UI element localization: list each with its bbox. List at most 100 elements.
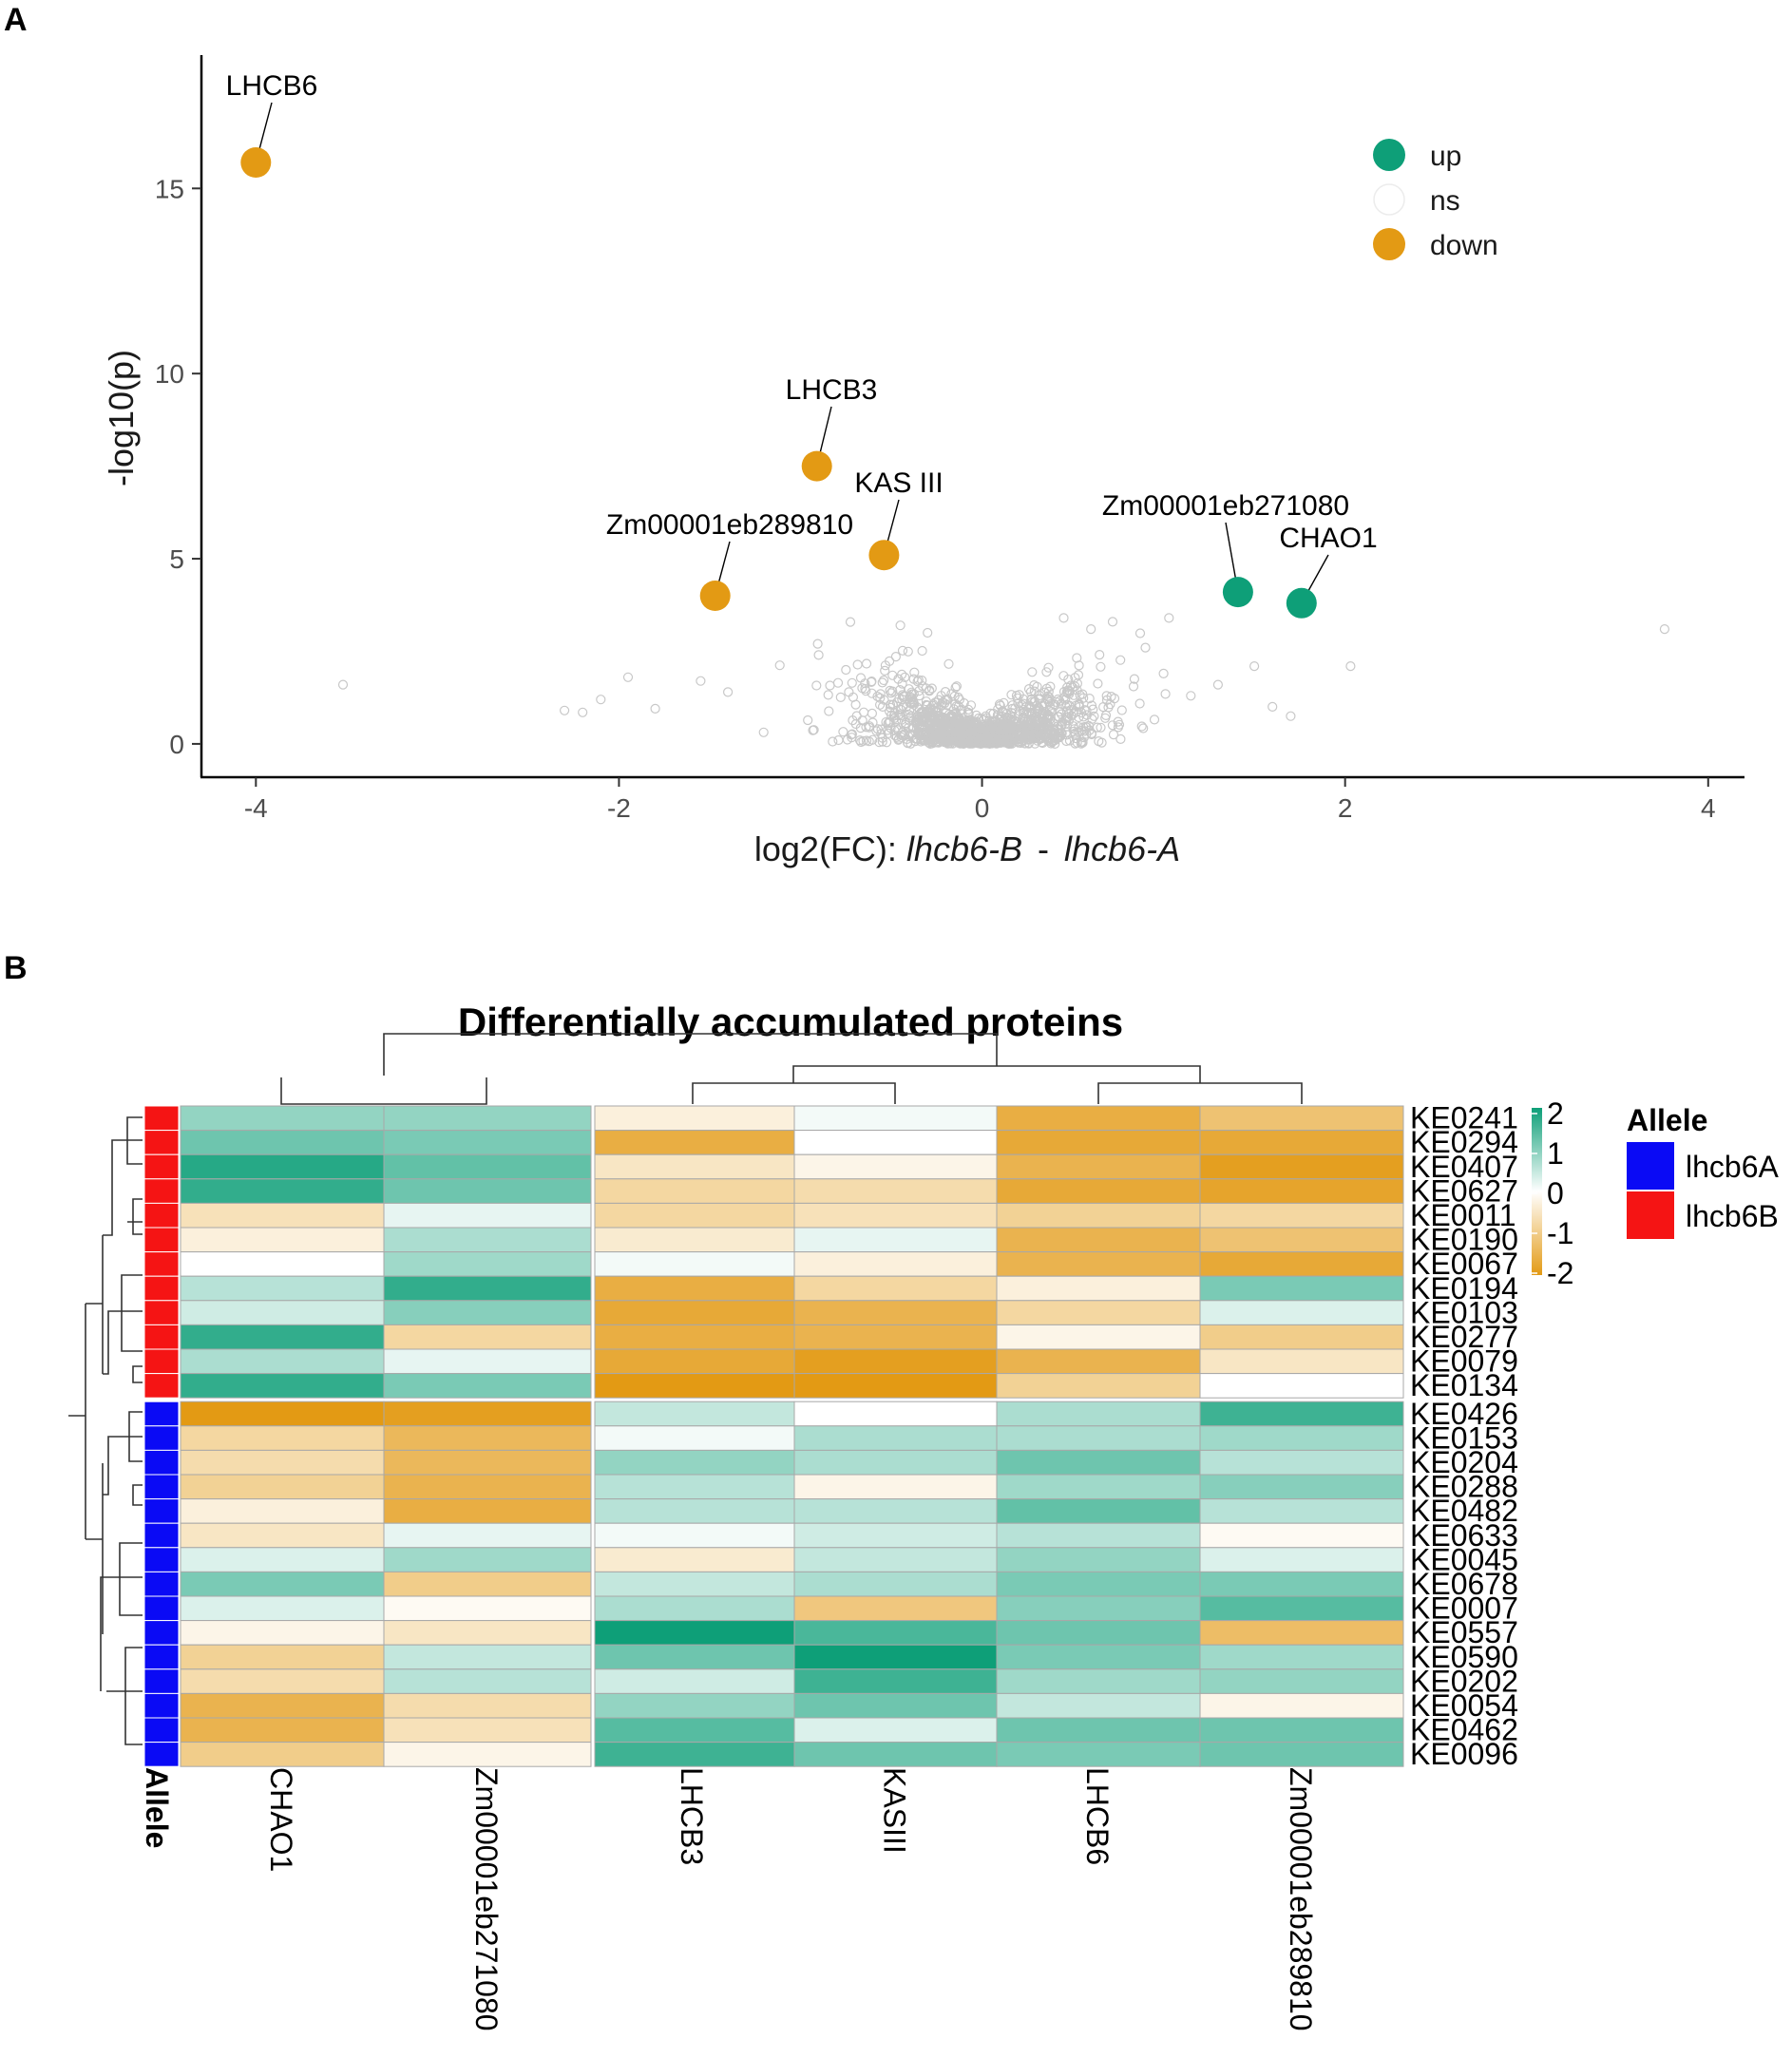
ns-point — [875, 693, 886, 703]
heatmap-cell — [1199, 1251, 1404, 1277]
ns-point — [559, 705, 570, 715]
ns-point — [1078, 732, 1090, 743]
ns-point — [1158, 668, 1169, 679]
column-label: Zm00001eb271080 — [469, 1767, 504, 2031]
allele-cell — [143, 1474, 180, 1500]
heatmap-cell — [1199, 1425, 1404, 1451]
point-label: Zm00001eb271080 — [1102, 490, 1349, 522]
ns-point — [921, 699, 932, 710]
heatmap-cell — [996, 1251, 1201, 1277]
ns-point — [896, 669, 907, 680]
color-scale-ticks: 2 1 0 -1 -2 — [1532, 1096, 1573, 1290]
heatmap-cell — [594, 1178, 795, 1204]
row-label: KE0190 — [1410, 1223, 1518, 1257]
heatmap-cell — [180, 1474, 385, 1500]
allele-legend-label-lhcb6a: lhcb6A — [1686, 1150, 1780, 1184]
heatmap-cell — [996, 1324, 1201, 1350]
row-label: KE0678 — [1410, 1567, 1518, 1601]
heatmap-cell — [180, 1373, 385, 1399]
heatmap-cell — [383, 1644, 592, 1670]
ns-point — [1116, 705, 1127, 715]
ns-point — [946, 732, 957, 743]
ns-point — [936, 691, 946, 701]
heatmap-cell — [594, 1595, 795, 1622]
ns-point — [1140, 642, 1151, 653]
row-label: KE0204 — [1410, 1445, 1518, 1479]
heatmap-cell — [1199, 1668, 1404, 1694]
ns-point — [917, 645, 927, 657]
allele-cell — [143, 1644, 180, 1670]
ns-point — [877, 677, 887, 688]
ns-point — [1129, 674, 1140, 684]
point-down — [699, 581, 731, 611]
heatmap-cell — [594, 1498, 795, 1524]
ns-point — [885, 699, 896, 710]
heatmap-cell — [996, 1547, 1201, 1572]
ns-point — [1068, 690, 1079, 700]
column-dendrogram-right — [792, 1047, 1201, 1069]
ns-point — [913, 711, 924, 722]
ns-point — [1061, 699, 1073, 710]
ns-point — [906, 687, 917, 697]
allele-cell — [143, 1373, 180, 1399]
ns-point — [1057, 728, 1067, 738]
row-label: KE0134 — [1410, 1368, 1518, 1402]
x-tick-label: 2 — [1338, 793, 1353, 823]
heatmap-cell — [594, 1348, 795, 1375]
color-scale-tick-label: 0 — [1547, 1176, 1564, 1210]
ns-point — [949, 725, 960, 736]
heatmap-cell — [594, 1668, 795, 1694]
heatmap-cell — [793, 1620, 998, 1646]
legend-key-up — [1373, 139, 1405, 171]
ns-point — [1023, 732, 1034, 743]
ns-point — [1007, 700, 1018, 711]
ns-point — [1286, 711, 1296, 721]
heatmap-cell — [793, 1324, 998, 1350]
ns-point — [1044, 729, 1055, 739]
ns-point — [877, 736, 887, 747]
heatmap-cell — [180, 1522, 385, 1549]
ns-point — [1018, 708, 1029, 718]
column-dendrogram-lhcb3-kas — [692, 1069, 896, 1104]
ns-point — [960, 718, 970, 730]
ns-point — [337, 679, 349, 690]
allele-cell — [143, 1275, 180, 1302]
y-tick-label: 0 — [169, 730, 184, 759]
ns-point — [1037, 737, 1047, 748]
allele-cell — [143, 1251, 180, 1277]
heatmap-cell — [594, 1742, 795, 1767]
ns-point — [895, 620, 906, 631]
heatmap-cell — [793, 1692, 998, 1719]
heatmap-cell — [793, 1742, 998, 1767]
point-label: Zm00001eb289810 — [606, 509, 853, 541]
allele-cell — [143, 1130, 180, 1155]
ns-point — [942, 717, 953, 728]
ns-point — [835, 692, 846, 703]
heatmap-cell — [180, 1105, 385, 1132]
ns-point — [1077, 736, 1088, 747]
heatmap-cell — [996, 1348, 1201, 1375]
heatmap-cell — [996, 1742, 1201, 1767]
allele-cell — [143, 1742, 180, 1767]
heatmap-cell — [1199, 1105, 1404, 1132]
ns-point — [838, 727, 848, 737]
heatmap-cell — [1199, 1275, 1404, 1302]
heatmap-cell — [793, 1547, 998, 1572]
ns-point — [880, 665, 890, 676]
ns-point — [1042, 691, 1054, 701]
heatmap-cell — [793, 1401, 998, 1427]
allele-cell — [143, 1547, 180, 1572]
allele-legend: Allele lhcb6A lhcb6B — [1627, 1103, 1780, 1239]
heatmap-cell — [996, 1178, 1201, 1204]
ns-point — [974, 738, 984, 749]
heatmap-cell — [996, 1571, 1201, 1597]
ns-point — [912, 676, 923, 687]
heatmap-cell — [793, 1668, 998, 1694]
allele-legend-label-lhcb6b: lhcb6B — [1686, 1199, 1779, 1233]
ns-point — [978, 726, 989, 736]
heatmap-cell — [996, 1153, 1201, 1180]
ns-point — [924, 686, 935, 696]
heatmap-cell — [1199, 1571, 1404, 1597]
row-dendrogram-top — [86, 1116, 143, 1383]
